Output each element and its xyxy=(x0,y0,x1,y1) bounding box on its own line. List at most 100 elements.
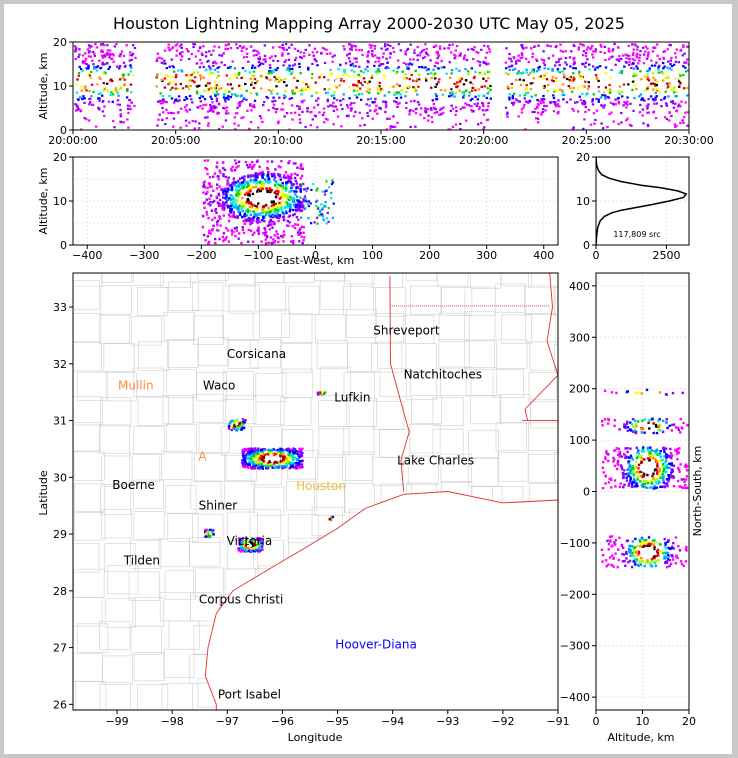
time-altitude-cell xyxy=(258,58,261,61)
time-altitude-cell xyxy=(668,67,671,70)
time-altitude-cell xyxy=(455,110,458,113)
time-altitude-cell xyxy=(662,67,665,70)
north-south-cell xyxy=(625,422,629,425)
time-altitude-cell xyxy=(624,102,627,105)
time-altitude-cell xyxy=(208,109,212,112)
time-altitude-cell xyxy=(486,45,490,48)
time-altitude-cell xyxy=(479,121,483,125)
time-altitude-cell xyxy=(536,117,540,120)
north-south-cell xyxy=(643,539,646,542)
plan-source-cell xyxy=(285,465,288,468)
time-altitude-cell xyxy=(545,78,549,81)
time-altitude-cell xyxy=(552,94,555,97)
time-altitude-cell xyxy=(329,52,332,55)
time-altitude-cell xyxy=(223,93,226,96)
north-south-cell xyxy=(666,484,669,488)
time-altitude-cell xyxy=(118,65,122,68)
time-altitude-cell xyxy=(181,55,184,58)
time-altitude-cell xyxy=(540,58,543,61)
time-altitude-cell xyxy=(91,59,94,62)
north-south-cell xyxy=(653,450,656,453)
time-altitude-cell xyxy=(196,85,199,88)
county-boundary xyxy=(132,273,164,286)
time-altitude-cell xyxy=(236,94,240,97)
time-altitude-cell xyxy=(163,59,166,62)
time-altitude-cell xyxy=(521,47,525,50)
east-west-cell xyxy=(296,166,299,169)
time-altitude-cell xyxy=(127,126,130,129)
north-south-cell xyxy=(649,543,652,546)
east-west-cell xyxy=(261,211,264,214)
time-altitude-cell xyxy=(172,70,176,73)
time-altitude-cell xyxy=(257,65,260,68)
east-west-cell xyxy=(282,215,285,219)
state-and-coast-lines xyxy=(204,273,558,710)
east-west-cell xyxy=(212,175,215,178)
time-altitude-cell xyxy=(408,113,411,116)
plan-source-cell xyxy=(293,462,296,465)
north-south-cell xyxy=(652,477,655,480)
time-altitude-cell xyxy=(88,46,91,49)
plan-source-cell xyxy=(266,467,270,470)
time-altitude-cell xyxy=(399,93,402,96)
time-altitude-cell xyxy=(647,98,650,101)
time-altitude-cell xyxy=(359,70,363,73)
east-west-cell xyxy=(282,218,286,221)
east-west-cell xyxy=(260,180,263,184)
east-west-cell xyxy=(202,185,205,188)
plan-source-cell xyxy=(260,452,263,455)
east-west-cell xyxy=(244,160,247,164)
north-south-cell xyxy=(618,428,621,431)
time-altitude-cell xyxy=(172,80,175,83)
time-altitude-cell xyxy=(517,100,520,103)
time-altitude-cell xyxy=(305,83,308,86)
time-altitude-cell xyxy=(424,66,427,69)
north-south-cell xyxy=(622,474,625,477)
north-south-cell xyxy=(624,456,627,460)
east-west-cell xyxy=(256,229,259,232)
east-west-cell xyxy=(281,182,284,185)
east-west-cell xyxy=(272,238,275,241)
time-altitude-cell xyxy=(240,94,243,97)
time-altitude-cell xyxy=(288,46,291,49)
north-south-cell xyxy=(644,486,647,489)
east-west-cell xyxy=(232,197,235,200)
longitude-tick-label: −99 xyxy=(105,715,128,728)
time-altitude-cell xyxy=(378,57,381,60)
east-west-cell xyxy=(260,173,263,177)
time-altitude-cell xyxy=(565,63,569,66)
north-south-cell xyxy=(628,456,631,459)
time-altitude-cell xyxy=(437,67,440,70)
county-boundary xyxy=(101,509,133,539)
time-altitude-cell xyxy=(254,82,257,85)
time-altitude-cell xyxy=(332,94,335,97)
north-south-cell xyxy=(643,551,646,555)
time-altitude-cell xyxy=(396,59,400,62)
east-west-cell xyxy=(315,189,318,192)
plan-source-cell xyxy=(298,455,301,459)
time-altitude-cell xyxy=(121,76,124,79)
time-altitude-cell xyxy=(111,100,114,103)
time-altitude-cell xyxy=(202,103,205,107)
plan-source-cell xyxy=(245,546,248,549)
east-west-cell xyxy=(269,192,273,195)
plan-source-cell xyxy=(256,452,259,456)
north-south-cell xyxy=(637,564,640,568)
north-south-tick-label: 100 xyxy=(569,434,590,447)
north-south-cell xyxy=(632,477,636,481)
north-south-cell xyxy=(639,563,642,566)
time-altitude-cell xyxy=(88,97,91,100)
county-boundary xyxy=(255,373,287,403)
time-altitude-cell xyxy=(93,83,97,86)
time-altitude-cell xyxy=(608,88,612,91)
time-altitude-cell xyxy=(363,80,366,84)
time-altitude-cell xyxy=(239,88,242,91)
time-altitude-cell xyxy=(646,47,649,50)
county-boundary xyxy=(77,623,109,653)
east-west-density xyxy=(201,159,335,245)
time-altitude-cell xyxy=(171,86,174,89)
county-boundary xyxy=(464,311,496,341)
time-altitude-cell xyxy=(674,95,677,98)
north-south-cell xyxy=(604,457,607,461)
